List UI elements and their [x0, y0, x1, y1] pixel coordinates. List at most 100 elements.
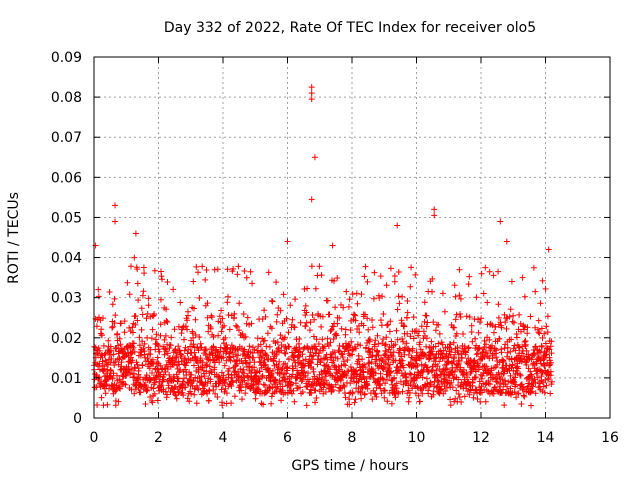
data-point: [261, 362, 268, 369]
data-point: [473, 294, 480, 301]
data-point: [261, 357, 268, 363]
data-point: [430, 319, 437, 326]
data-point: [310, 333, 317, 340]
data-point: [347, 327, 354, 334]
data-point: [424, 319, 431, 326]
data-point: [191, 362, 197, 369]
data-point: [206, 363, 213, 370]
data-point: [311, 316, 318, 323]
data-point: [191, 349, 198, 356]
data-point: [400, 338, 406, 345]
data-point: [350, 375, 357, 382]
data-point: [370, 368, 377, 375]
data-point: [500, 358, 507, 365]
data-point: [317, 313, 324, 320]
data-point: [151, 379, 158, 386]
data-point: [474, 396, 481, 402]
data-point: [508, 278, 515, 285]
data-point: [283, 315, 290, 322]
data-point: [429, 348, 436, 355]
data-point: [185, 346, 192, 353]
data-point: [498, 324, 505, 331]
data-point: [432, 355, 439, 362]
data-point: [311, 154, 318, 161]
data-point: [151, 390, 158, 397]
data-point: [476, 344, 483, 351]
chart-title: Day 332 of 2022, Rate Of TEC Index for r…: [164, 20, 536, 36]
data-point: [343, 372, 350, 379]
data-point: [346, 401, 353, 408]
data-point: [529, 383, 536, 390]
data-point: [365, 345, 372, 352]
x-tick-label: 0: [90, 430, 99, 446]
data-point: [150, 385, 157, 392]
data-point: [362, 364, 369, 371]
data-point: [197, 340, 204, 347]
data-point: [475, 366, 482, 373]
data-point: [218, 328, 225, 335]
data-point: [419, 374, 426, 381]
data-point: [503, 325, 510, 332]
data-point: [547, 390, 554, 397]
data-point: [460, 331, 466, 337]
data-point: [332, 331, 339, 338]
data-point: [110, 351, 117, 358]
data-point: [425, 390, 432, 397]
data-point: [490, 272, 497, 279]
data-point: [439, 290, 446, 297]
data-point: [287, 302, 294, 309]
data-point: [132, 313, 139, 319]
data-point: [181, 347, 188, 354]
data-point: [188, 371, 195, 378]
data-point: [383, 334, 390, 341]
data-point: [233, 322, 239, 329]
data-point: [277, 369, 284, 376]
data-point: [128, 366, 135, 373]
data-point: [96, 347, 103, 354]
data-point: [103, 376, 110, 383]
data-point: [96, 374, 103, 381]
data-point: [380, 336, 387, 343]
data-point: [312, 343, 319, 350]
data-point: [362, 263, 369, 270]
data-point: [482, 398, 489, 405]
data-point: [371, 343, 378, 350]
data-point: [272, 379, 279, 386]
data-point: [543, 351, 550, 358]
data-point: [201, 373, 208, 380]
data-point: [423, 335, 430, 342]
data-point: [339, 354, 346, 361]
data-point: [147, 377, 154, 384]
data-point: [114, 330, 121, 337]
data-point: [355, 378, 362, 385]
data-point: [341, 383, 348, 390]
data-point: [359, 384, 366, 391]
data-point: [315, 353, 322, 359]
data-point: [96, 314, 102, 321]
data-point: [243, 274, 250, 281]
data-point: [291, 324, 298, 331]
data-point: [319, 376, 326, 383]
data-point: [268, 393, 275, 400]
data-point: [134, 266, 141, 273]
data-point: [475, 345, 482, 352]
data-point: [319, 336, 326, 343]
data-point: [301, 344, 308, 351]
data-point: [184, 359, 190, 366]
data-point: [308, 390, 315, 397]
data-point: [332, 304, 339, 311]
data-point: [145, 302, 152, 309]
data-point: [121, 318, 128, 325]
data-point: [435, 321, 442, 328]
data-point: [538, 343, 545, 350]
data-point: [112, 345, 119, 352]
data-point: [169, 355, 176, 362]
data-point: [190, 341, 197, 348]
data-point: [429, 288, 435, 295]
data-point: [329, 384, 336, 390]
data-point: [234, 374, 241, 380]
data-point: [438, 386, 445, 393]
data-point: [358, 395, 365, 402]
data-point: [326, 366, 333, 373]
data-point: [451, 368, 458, 375]
